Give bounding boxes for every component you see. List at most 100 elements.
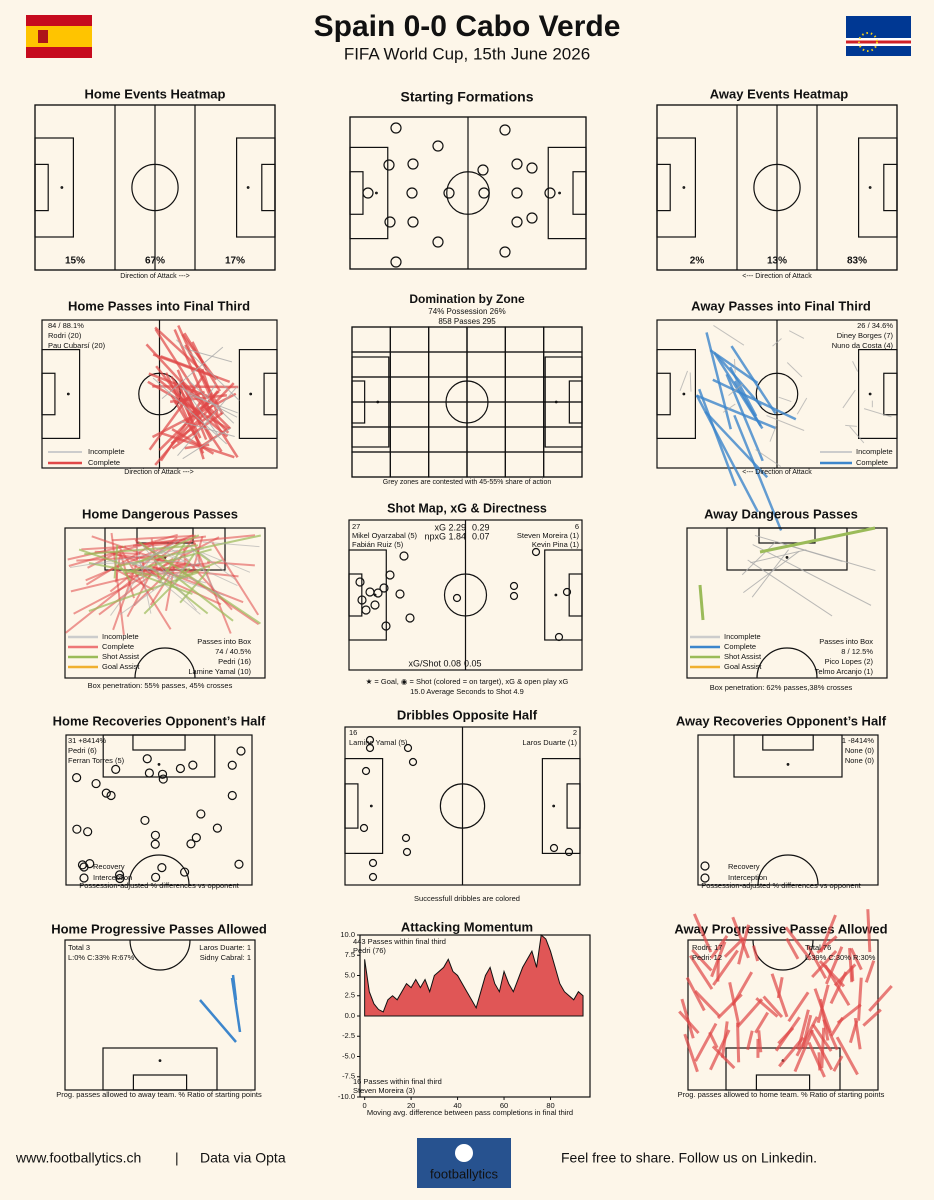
dribble bbox=[359, 823, 369, 833]
pitch-line bbox=[554, 400, 558, 404]
pass-line bbox=[736, 998, 764, 1029]
pass-line bbox=[199, 552, 237, 581]
label: Pico Lopes (2) bbox=[825, 657, 874, 666]
zone-share: 2% bbox=[690, 256, 705, 267]
pass-line bbox=[866, 909, 872, 953]
label: Diney Borges (7) bbox=[837, 331, 894, 340]
pass-line bbox=[857, 977, 863, 1021]
pass-line bbox=[184, 443, 210, 450]
panel-title: Away Passes into Final Third bbox=[691, 298, 871, 313]
label: Laros Duarte (1) bbox=[522, 738, 577, 747]
pitch-line bbox=[755, 372, 799, 416]
x-tick-label: 40 bbox=[453, 1101, 461, 1110]
pass-line bbox=[158, 543, 186, 584]
zone-cell bbox=[504, 326, 545, 353]
pass-line bbox=[164, 544, 190, 561]
label: Total 3 bbox=[68, 943, 90, 952]
recovery bbox=[175, 763, 186, 774]
pass-line bbox=[731, 916, 750, 959]
pitch-line bbox=[34, 163, 49, 212]
momentum-area bbox=[364, 934, 584, 1017]
panel-title: Shot Map, xG & Directness bbox=[387, 501, 547, 515]
label: None (0) bbox=[845, 756, 875, 765]
label: Passes into Box bbox=[819, 637, 873, 646]
player-dot bbox=[407, 158, 419, 170]
pitch-line bbox=[351, 380, 366, 424]
pitch-line bbox=[868, 392, 872, 396]
pass-line bbox=[207, 383, 217, 398]
pitch-line bbox=[541, 757, 581, 854]
caption: Direction of Attack ---> bbox=[124, 469, 193, 476]
label: 16 Passes within final third bbox=[353, 1077, 442, 1086]
pass-line bbox=[801, 1014, 813, 1048]
label: 16 bbox=[349, 728, 357, 737]
pitch-line bbox=[344, 783, 359, 829]
pass-line bbox=[716, 993, 743, 1020]
pitch-line bbox=[786, 763, 790, 766]
pass-line bbox=[709, 935, 729, 960]
recovery bbox=[227, 760, 237, 770]
pitch-line bbox=[369, 804, 373, 808]
label: Steven Moreira (3) bbox=[353, 1086, 416, 1095]
player-dot bbox=[390, 122, 402, 134]
x-tick-label: 0 bbox=[363, 1101, 367, 1110]
label: Lamine Yamal (5) bbox=[349, 738, 408, 747]
pitch-line bbox=[41, 372, 56, 416]
pass-line bbox=[689, 954, 714, 990]
recovery bbox=[186, 839, 196, 849]
label: 0.29 bbox=[472, 522, 490, 532]
pass-line bbox=[131, 534, 200, 566]
label: 31 +8414% bbox=[68, 736, 106, 745]
pitch-line bbox=[64, 939, 256, 1091]
pass-line bbox=[729, 366, 758, 417]
label: None (0) bbox=[845, 746, 875, 755]
zone-cell bbox=[504, 376, 545, 403]
zone-cell bbox=[428, 351, 468, 378]
pitch-line bbox=[349, 171, 364, 215]
recovery bbox=[151, 872, 161, 882]
pass-line bbox=[777, 1026, 795, 1045]
pass-line bbox=[710, 941, 727, 978]
pass-line bbox=[849, 426, 865, 444]
pitch-line bbox=[566, 783, 581, 829]
recovery bbox=[91, 778, 101, 789]
dribble bbox=[401, 833, 411, 843]
legend-label: Goal Assist bbox=[724, 662, 762, 671]
recovery bbox=[106, 790, 116, 801]
pass-line bbox=[129, 562, 207, 584]
zone-cell bbox=[389, 376, 430, 403]
pass-line bbox=[113, 544, 119, 579]
pass-line bbox=[148, 372, 210, 398]
dribble bbox=[402, 847, 412, 857]
pass-line bbox=[211, 541, 260, 616]
shot bbox=[381, 621, 391, 631]
pitch-line bbox=[66, 392, 70, 396]
dribble bbox=[368, 872, 378, 882]
pass-line bbox=[863, 408, 892, 418]
zone-share: 13% bbox=[767, 256, 787, 267]
zone-cell bbox=[428, 451, 468, 478]
pass-line bbox=[148, 565, 209, 615]
zone-cell bbox=[428, 401, 468, 428]
pass-line bbox=[825, 946, 844, 985]
legend-label: Shot Assist bbox=[724, 652, 762, 661]
dribble bbox=[408, 757, 418, 767]
pitch-line bbox=[134, 647, 196, 679]
pass-line bbox=[722, 403, 736, 413]
recovery bbox=[188, 760, 198, 770]
pitch-line bbox=[132, 1074, 188, 1091]
pitch-line bbox=[129, 939, 191, 971]
pass-line bbox=[166, 562, 201, 574]
pass-line bbox=[819, 914, 837, 953]
label: 27 bbox=[352, 522, 360, 531]
pitch-line bbox=[857, 137, 898, 238]
caption: Possession-adjusted % differences vs opp… bbox=[79, 881, 239, 890]
label: Lamine Yamal (10) bbox=[188, 667, 251, 676]
pass-line bbox=[713, 324, 745, 346]
player-dot bbox=[511, 158, 523, 170]
player-dot bbox=[407, 216, 419, 228]
caption: Box penetration: 55% passes, 45% crosses bbox=[88, 681, 233, 690]
pass-line bbox=[759, 526, 876, 554]
dribble bbox=[403, 743, 413, 753]
panel-title: Away Recoveries Opponent’s Half bbox=[676, 713, 887, 728]
